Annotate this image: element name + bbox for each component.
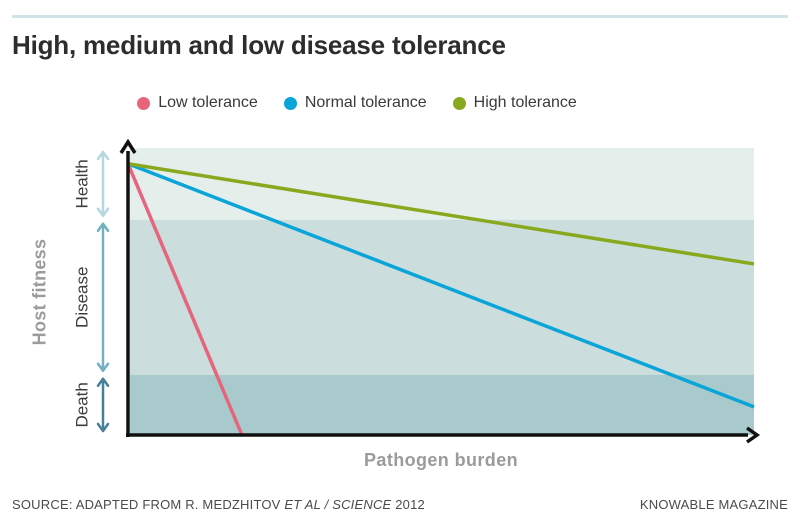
legend-swatch-icon <box>283 96 297 110</box>
band-health <box>130 148 754 220</box>
range-arrow-disease-icon <box>96 222 110 372</box>
band-death <box>130 374 754 435</box>
legend-item-low-tolerance: Low tolerance <box>137 94 258 112</box>
x-axis-label: Pathogen burden <box>364 450 518 470</box>
legend: Low tolerance Normal tolerance High tolera… <box>0 94 714 112</box>
source-credit: SOURCE: ADAPTED FROM R. MEDZHITOV ET AL … <box>12 497 425 512</box>
range-arrow-death-icon <box>96 377 110 433</box>
source-italic-text: ET AL / SCIENCE <box>284 497 392 512</box>
series-line-low-tolerance <box>126 163 244 436</box>
band-label-death: Death <box>73 382 92 427</box>
legend-label: Normal tolerance <box>304 94 427 111</box>
series-line-high-tolerance <box>127 162 755 266</box>
band-label-health: Health <box>73 159 92 208</box>
band-disease <box>130 219 754 375</box>
legend-label: High tolerance <box>473 94 577 111</box>
legend-item-high-tolerance: High tolerance <box>452 94 577 112</box>
footer: SOURCE: ADAPTED FROM R. MEDZHITOV ET AL … <box>12 497 788 512</box>
legend-item-normal-tolerance: Normal tolerance <box>283 94 427 112</box>
legend-swatch-icon <box>137 96 151 110</box>
top-rule <box>12 15 788 18</box>
y-axis-label: Host fitness <box>29 238 50 346</box>
brand-credit: KNOWABLE MAGAZINE <box>639 497 788 512</box>
series-line-normal-tolerance <box>127 162 755 409</box>
source-text: SOURCE: ADAPTED FROM R. MEDZHITOV <box>12 497 285 512</box>
source-year-text: 2012 <box>391 497 425 512</box>
y-axis-arrow-icon <box>119 138 137 154</box>
x-axis-arrow-icon <box>745 426 761 444</box>
legend-label: Low tolerance <box>158 94 258 111</box>
chart-title: High, medium and low disease tolerance <box>12 30 506 60</box>
legend-swatch-icon <box>452 96 466 110</box>
range-arrow-health-icon <box>96 150 110 217</box>
band-label-disease: Disease <box>73 267 92 328</box>
